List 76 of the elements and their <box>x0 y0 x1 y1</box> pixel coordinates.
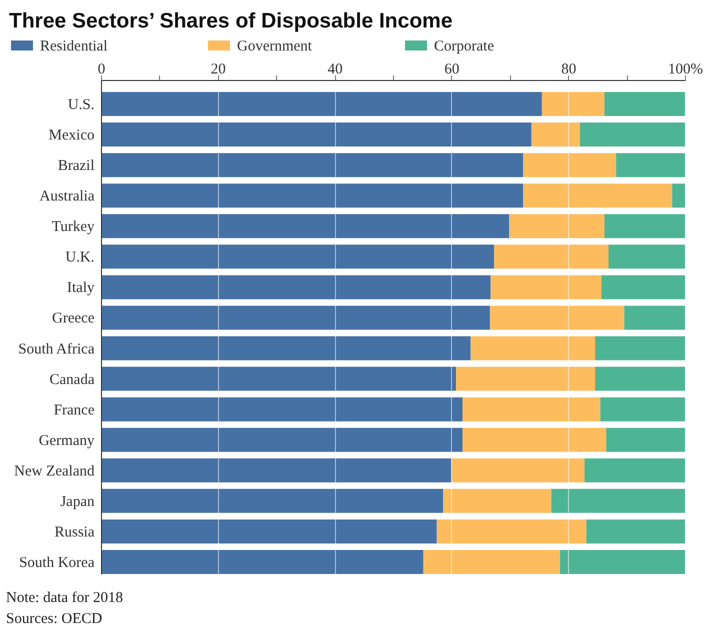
bar <box>101 428 462 452</box>
bar <box>101 550 424 574</box>
bar <box>490 306 624 330</box>
bar <box>462 397 600 422</box>
bar <box>101 519 437 544</box>
y-tick-label: Brazil <box>58 158 94 174</box>
bar <box>101 184 524 208</box>
bar <box>606 428 685 452</box>
bar <box>604 214 685 238</box>
bar <box>101 488 444 513</box>
bar <box>101 366 456 391</box>
bar <box>101 214 510 238</box>
y-tick-label: New Zealand <box>14 463 95 480</box>
bar <box>470 336 596 360</box>
bar <box>456 366 596 391</box>
bar <box>542 92 604 116</box>
bar <box>624 306 685 330</box>
bar <box>451 458 585 482</box>
y-tick-label: France <box>54 402 95 418</box>
bar <box>595 366 685 391</box>
bar <box>101 397 462 422</box>
bar <box>604 92 685 116</box>
bar <box>551 488 685 513</box>
bar <box>101 275 491 300</box>
y-tick-label: Canada <box>50 372 95 388</box>
bar <box>523 184 672 208</box>
bar <box>586 519 685 544</box>
bar <box>101 306 490 330</box>
bar <box>560 550 685 574</box>
bar <box>101 92 542 116</box>
bar <box>531 122 580 147</box>
y-tick-label: Greece <box>52 310 95 327</box>
legend-label: Corporate <box>434 38 494 54</box>
y-tick-label: South Africa <box>18 341 95 358</box>
bar <box>595 336 685 360</box>
source-note: Sources: OECD <box>6 610 104 629</box>
bar <box>584 458 685 482</box>
y-tick-label: Italy <box>67 280 95 296</box>
bar <box>616 153 685 178</box>
y-tick-label: Turkey <box>52 219 95 236</box>
bar <box>608 244 685 269</box>
x-tick-label: 100% <box>668 62 703 78</box>
bar <box>101 153 524 178</box>
bar <box>523 153 616 178</box>
bar <box>600 397 685 422</box>
y-tick-label: U.K. <box>65 250 94 266</box>
y-tick-label: U.S. <box>68 97 94 113</box>
x-tick-label: 80 <box>561 62 576 78</box>
bar <box>101 336 471 360</box>
bar <box>423 550 560 574</box>
bar <box>462 428 606 452</box>
bar <box>601 275 685 300</box>
bar <box>436 519 586 544</box>
y-tick-label: Japan <box>60 494 95 510</box>
text: Note: data for 2018 <box>6 589 124 608</box>
bar <box>580 122 685 147</box>
x-tick-label: 20 <box>210 62 226 78</box>
bar <box>672 184 685 208</box>
bar <box>101 458 452 482</box>
bar <box>509 214 604 238</box>
x-tick-label: 40 <box>328 62 343 78</box>
legend-label: Residential <box>40 38 108 54</box>
bar <box>101 122 532 147</box>
bar <box>443 488 552 513</box>
bar <box>101 244 494 269</box>
chart-title: Three Sectors’ Shares of Disposable Income <box>9 10 452 32</box>
y-tick-label: Germany <box>38 432 95 449</box>
y-tick-label: South Korea <box>19 555 95 571</box>
x-tick-label: 60 <box>444 62 460 78</box>
y-tick-label: Russia <box>54 524 95 540</box>
x-tick-label: 0 <box>98 62 106 78</box>
bar <box>490 275 602 300</box>
y-tick-label: Australia <box>40 188 95 205</box>
y-tick-label: Mexico <box>48 128 94 144</box>
bar <box>494 244 608 269</box>
legend-label: Government <box>237 38 313 54</box>
